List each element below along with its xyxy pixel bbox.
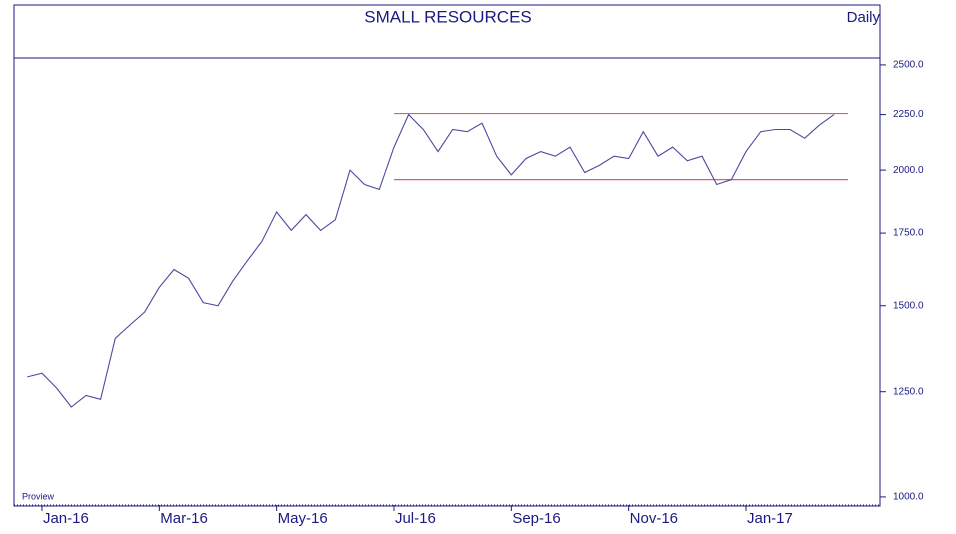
x-tick-label: Jan-16 — [43, 510, 89, 527]
watermark: Proview — [22, 491, 55, 501]
y-tick-label: 2250.0 — [893, 109, 924, 120]
x-tick-label: Mar-16 — [160, 510, 208, 527]
y-tick-label: 1000.0 — [893, 492, 924, 503]
y-tick-label: 1750.0 — [893, 228, 924, 239]
y-tick-label: 1500.0 — [893, 300, 924, 311]
y-tick-label: 2500.0 — [893, 60, 924, 71]
x-tick-label: Sep-16 — [512, 510, 560, 527]
y-tick-label: 2000.0 — [893, 165, 924, 176]
chart-title: SMALL RESOURCES — [364, 7, 532, 26]
frequency-label: Daily — [847, 9, 881, 26]
x-tick-label: Nov-16 — [630, 510, 678, 527]
x-tick-label: Jul-16 — [395, 510, 436, 527]
x-tick-label: Jan-17 — [747, 510, 793, 527]
plot-frame — [13, 4, 881, 507]
x-tick-label: May-16 — [278, 510, 328, 527]
price-line — [27, 113, 835, 408]
y-tick-label: 1250.0 — [893, 386, 924, 397]
